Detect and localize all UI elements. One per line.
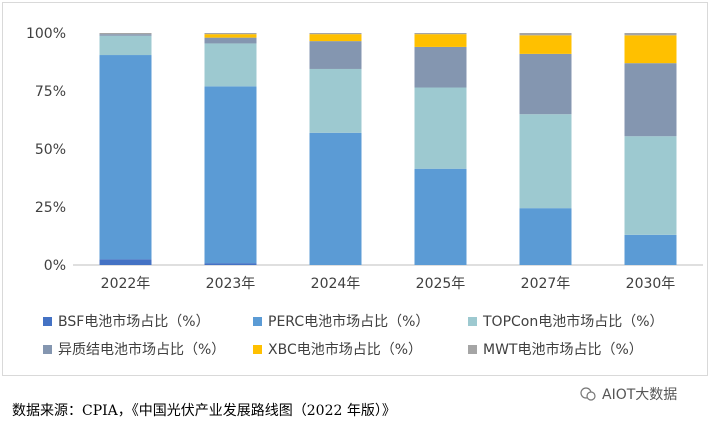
chart-container: 0% 25% 50% 75% 100% 2022年 2023年 2024年 2025年 2027年… (2, 2, 708, 376)
bar-segment (519, 35, 572, 54)
bar-segment (519, 208, 572, 265)
legend-item: TOPCon电池市场占比（%） (468, 311, 703, 331)
bar-segment (624, 63, 677, 137)
bar-segment (414, 46, 467, 88)
x-tick-label: 2025年 (416, 276, 466, 292)
bar-segment (519, 33, 572, 36)
legend-label: TOPCon电池市场占比（%） (483, 314, 664, 330)
legend-label: XBC电池市场占比（%） (268, 342, 423, 358)
bar-segment (309, 132, 362, 265)
y-tick-label: 0% (44, 258, 66, 274)
legend-item: 异质结电池市场占比（%） (43, 339, 253, 359)
bar-segment (309, 33, 362, 35)
legend-swatch (253, 316, 262, 326)
legend-label: PERC电池市场占比（%） (268, 314, 430, 330)
bar-segment (414, 34, 467, 47)
bar-segment (624, 136, 677, 235)
x-tick-label: 2022年 (101, 276, 151, 292)
bar-segment (624, 33, 677, 36)
bar-segment (99, 33, 152, 35)
y-tick-label: 25% (35, 200, 66, 216)
bar-segment (309, 34, 362, 42)
bar-segment (99, 259, 152, 265)
bar-segment (309, 68, 362, 133)
bar-segment (624, 234, 677, 265)
stacked-bar-chart: 0% 25% 50% 75% 100% 2022年 2023年 2024年 2025年 2027年… (26, 26, 703, 292)
bar-segment (414, 168, 467, 265)
bar-segment (99, 34, 152, 36)
watermark: AIOT大数据 (580, 384, 677, 404)
bar-segment (309, 41, 362, 69)
legend-swatch (43, 316, 52, 326)
legend-label: 异质结电池市场占比（%） (58, 342, 226, 358)
legend-item: BSF电池市场占比（%） (43, 311, 253, 331)
x-tick-label: 2023年 (206, 276, 256, 292)
bar-segment (204, 43, 257, 87)
x-tick-label: 2027年 (521, 276, 571, 292)
legend-item: MWT电池市场占比（%） (468, 339, 703, 359)
bar-segment (414, 87, 467, 169)
legend-swatch (468, 316, 477, 326)
bar-segment (204, 34, 257, 38)
bar-segment (624, 35, 677, 64)
legend-item: XBC电池市场占比（%） (253, 339, 468, 359)
y-tick-label: 75% (35, 84, 66, 100)
bar-segment (414, 33, 467, 35)
bar-segment (204, 33, 257, 35)
legend-swatch (468, 344, 477, 354)
watermark-text: AIOT大数据 (602, 387, 678, 403)
bar-segment (204, 263, 257, 265)
legend-swatch (253, 344, 262, 354)
bar-segment (204, 37, 257, 44)
y-tick-label: 100% (26, 26, 66, 42)
legend: BSF电池市场占比（%） PERC电池市场占比（%） TOPCon电池市场占比（%）… (43, 311, 703, 359)
bar-segment (519, 53, 572, 115)
legend-label: BSF电池市场占比（%） (58, 314, 210, 330)
x-tick-label: 2030年 (626, 276, 676, 292)
y-tick-label: 50% (35, 142, 66, 158)
legend-label: MWT电池市场占比（%） (483, 342, 643, 358)
bar-segment (99, 55, 152, 260)
bar-segment (99, 35, 152, 56)
bar-segment (519, 114, 572, 209)
source-note: 数据来源：CPIA，《中国光伏产业发展路线图（2022 年版）》 (12, 403, 396, 419)
legend-item: PERC电池市场占比（%） (253, 311, 468, 331)
x-tick-label: 2024年 (311, 276, 361, 292)
bar-segment (204, 86, 257, 264)
legend-swatch (43, 344, 52, 354)
wechat-icon (580, 387, 596, 401)
